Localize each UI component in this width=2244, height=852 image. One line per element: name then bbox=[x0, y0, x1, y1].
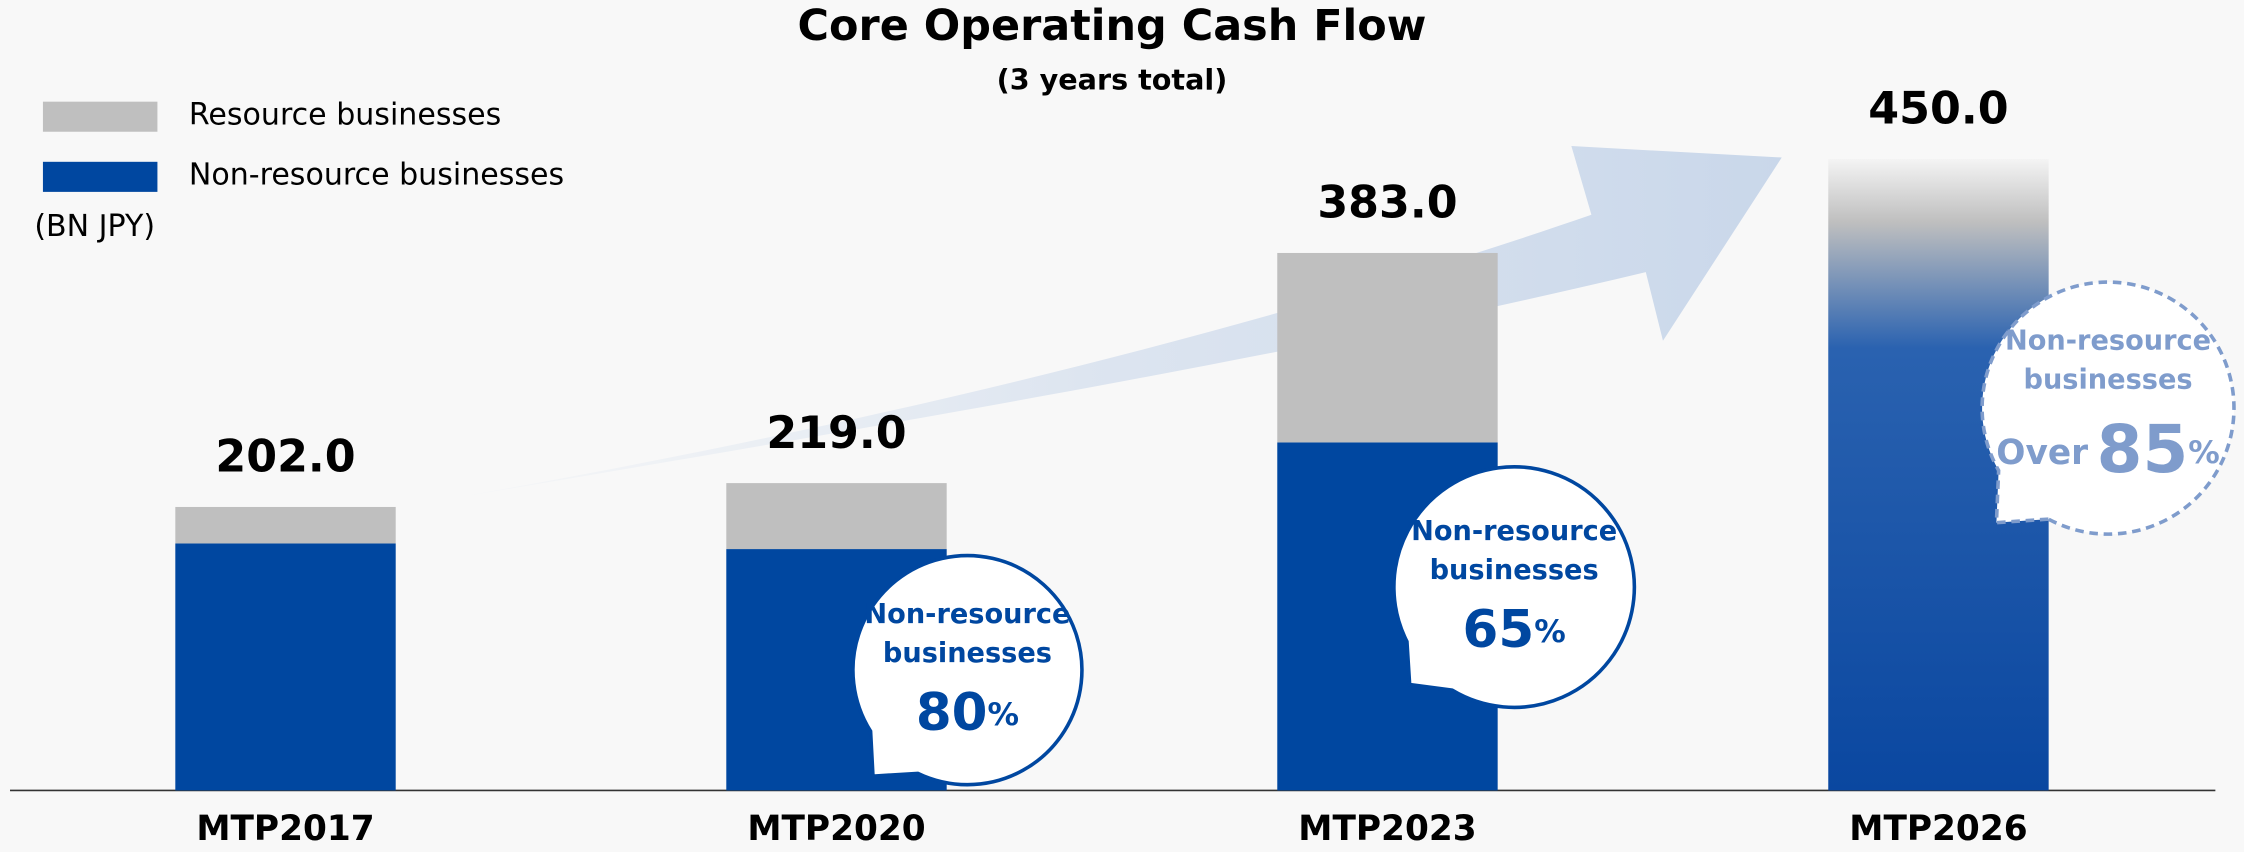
callout: Non-resource businesses 65% bbox=[1392, 465, 1637, 710]
callout-value: 80 bbox=[916, 683, 988, 743]
callout-bubble bbox=[1392, 465, 1637, 710]
growth-arrow bbox=[393, 146, 1782, 509]
bar-segment bbox=[726, 483, 947, 550]
callout-unit: % bbox=[988, 697, 1020, 733]
callout-unit: % bbox=[1534, 614, 1566, 650]
callout-bubble bbox=[851, 553, 1084, 787]
callout-value-line: Over 85% bbox=[1996, 411, 2220, 488]
callout-value: 65 bbox=[1463, 600, 1535, 660]
unit-label: (BN JPY) bbox=[34, 209, 155, 244]
bar-segment bbox=[175, 543, 396, 791]
legend-swatch bbox=[42, 161, 158, 192]
total-label: 450.0 bbox=[1868, 84, 2008, 135]
bar-segment bbox=[1277, 252, 1498, 443]
callout-value: 85 bbox=[2097, 411, 2189, 488]
legend-label: Resource businesses bbox=[189, 97, 501, 132]
callout-unit: % bbox=[2188, 435, 2220, 471]
callout-text: Non-resource bbox=[864, 599, 1070, 630]
callout-prefix: Over bbox=[1996, 432, 2088, 472]
total-label: 219.0 bbox=[766, 408, 906, 459]
total-label: 383.0 bbox=[1317, 178, 1457, 229]
callout-text: Non-resource bbox=[1411, 516, 1617, 547]
callout-text: businesses bbox=[2024, 364, 2193, 395]
chart-subtitle: (3 years total) bbox=[997, 63, 1228, 97]
callout: Non-resource businesses 80% bbox=[851, 553, 1084, 787]
x-tick-label: MTP2023 bbox=[1298, 809, 1476, 849]
callout-value-line: 65% bbox=[1463, 600, 1566, 660]
x-tick-label: MTP2020 bbox=[747, 809, 925, 849]
callout-bubble bbox=[1980, 280, 2236, 536]
callout: Non-resource businesses Over 85% bbox=[1980, 280, 2236, 536]
callout-text: Non-resource bbox=[2005, 326, 2211, 357]
bar-segment bbox=[175, 506, 396, 544]
chart-title: Core Operating Cash Flow bbox=[798, 1, 1427, 51]
legend-label: Non-resource businesses bbox=[189, 158, 564, 193]
callout-value-line: 80% bbox=[916, 683, 1019, 743]
legend-swatch bbox=[42, 101, 158, 132]
x-tick-label: MTP2017 bbox=[196, 809, 374, 849]
callout-text: businesses bbox=[1430, 555, 1599, 586]
callout-text: businesses bbox=[883, 638, 1052, 669]
x-tick-label: MTP2026 bbox=[1849, 809, 2027, 849]
total-label: 202.0 bbox=[215, 432, 355, 483]
